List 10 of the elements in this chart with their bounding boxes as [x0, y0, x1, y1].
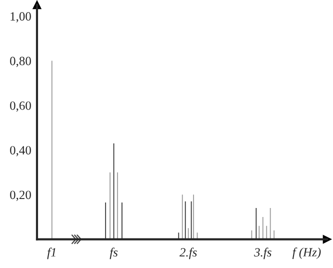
y-tick-label: 0,60 — [10, 101, 31, 112]
x-tick-label: f1 — [47, 248, 56, 260]
x-axis-title: f (Hz) — [292, 248, 321, 259]
x-tick-label: 3.fs — [254, 248, 272, 260]
y-tick-label: 0,80 — [10, 56, 31, 68]
x-tick-label: fs — [110, 248, 118, 260]
y-tick-label: 1,00 — [10, 12, 31, 22]
y-tick-label: 0,20 — [10, 190, 31, 201]
y-tick-label: 0,40 — [10, 146, 31, 156]
x-tick-label: 2.fs — [179, 248, 197, 260]
